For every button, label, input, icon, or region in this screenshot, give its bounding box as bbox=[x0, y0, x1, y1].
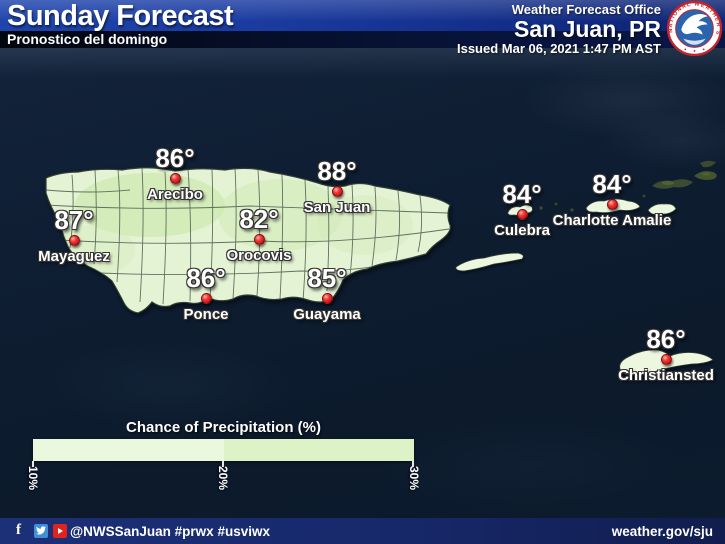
legend-tick bbox=[412, 461, 414, 467]
social-handle[interactable]: @NWSSanJuan #prwx #usviwx bbox=[70, 524, 270, 539]
st-thomas-island bbox=[585, 198, 641, 214]
bvi-islands bbox=[539, 160, 717, 212]
office-name: Weather Forecast Office bbox=[511, 2, 661, 17]
precipitation-legend-bar bbox=[33, 439, 414, 461]
legend-segment-20-30 bbox=[223, 439, 414, 461]
website-link[interactable]: weather.gov/sju bbox=[611, 524, 713, 539]
culebra-island bbox=[507, 204, 533, 216]
legend-tick-label: 10% bbox=[26, 466, 40, 491]
logo-bird-shape bbox=[681, 13, 708, 35]
nws-logo: NATIONAL WEATHER SERVICE bbox=[667, 1, 722, 56]
subtitle-strip bbox=[0, 31, 725, 48]
legend-tick-label: 30% bbox=[407, 466, 421, 491]
ocean-horizon-glow bbox=[0, 48, 725, 78]
legend-tick bbox=[222, 461, 224, 467]
issued-timestamp: Issued Mar 06, 2021 1:47 PM AST bbox=[456, 41, 661, 56]
legend-tick-label: 20% bbox=[216, 466, 230, 491]
header-bar bbox=[0, 0, 725, 48]
office-location: San Juan, PR bbox=[514, 16, 661, 42]
st-john-island bbox=[647, 203, 677, 215]
vieques-island bbox=[455, 252, 524, 272]
youtube-icon[interactable] bbox=[53, 523, 67, 538]
facebook-icon[interactable]: f bbox=[16, 522, 21, 538]
page-title: Sunday Forecast bbox=[7, 0, 234, 32]
office-block: Weather Forecast Office San Juan, PR Iss… bbox=[456, 2, 661, 57]
legend-segment-10-20 bbox=[33, 439, 224, 461]
st-croix-island bbox=[619, 349, 714, 376]
social-icons: f bbox=[16, 523, 67, 538]
legend-title: Chance of Precipitation (%) bbox=[125, 419, 322, 436]
legend-tick bbox=[32, 461, 34, 467]
page-subtitle: Pronostico del domingo bbox=[7, 31, 168, 47]
twitter-icon[interactable] bbox=[34, 523, 48, 538]
footer-bar: f @NWSSanJuan #prwx #usviwx weather.gov/… bbox=[0, 518, 725, 544]
